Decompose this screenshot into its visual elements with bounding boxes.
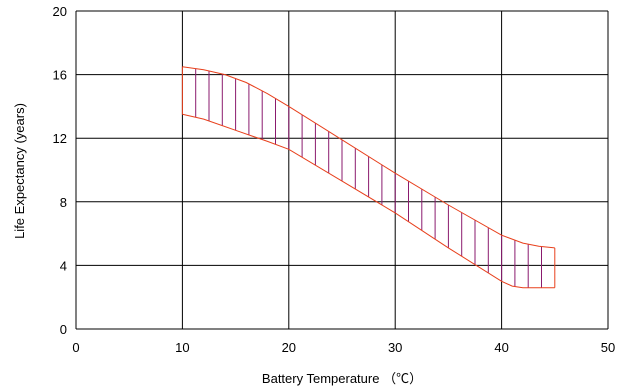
x-tick-labels: 0 10 20 30 40 50 bbox=[72, 340, 615, 355]
y-tick-label: 20 bbox=[53, 4, 67, 19]
x-tick-label: 50 bbox=[601, 340, 615, 355]
x-tick-label: 20 bbox=[282, 340, 296, 355]
x-tick-label: 30 bbox=[388, 340, 402, 355]
y-tick-label: 0 bbox=[60, 322, 67, 337]
y-tick-label: 8 bbox=[60, 195, 67, 210]
x-axis-label: Battery Temperature （℃） bbox=[262, 371, 422, 386]
y-tick-label: 16 bbox=[53, 68, 67, 83]
lower-boundary-line bbox=[182, 113, 555, 289]
y-tick-labels: 0 4 8 12 16 20 bbox=[53, 4, 67, 337]
x-tick-label: 0 bbox=[72, 340, 79, 355]
y-tick-label: 12 bbox=[53, 131, 67, 146]
x-tick-label: 40 bbox=[494, 340, 508, 355]
band-hatching bbox=[195, 68, 542, 288]
upper-boundary-line bbox=[182, 66, 555, 249]
grid bbox=[75, 10, 609, 330]
y-axis-label: Life Expectancy (years) bbox=[12, 103, 27, 239]
x-tick-label: 10 bbox=[175, 340, 189, 355]
y-tick-label: 4 bbox=[60, 258, 67, 273]
